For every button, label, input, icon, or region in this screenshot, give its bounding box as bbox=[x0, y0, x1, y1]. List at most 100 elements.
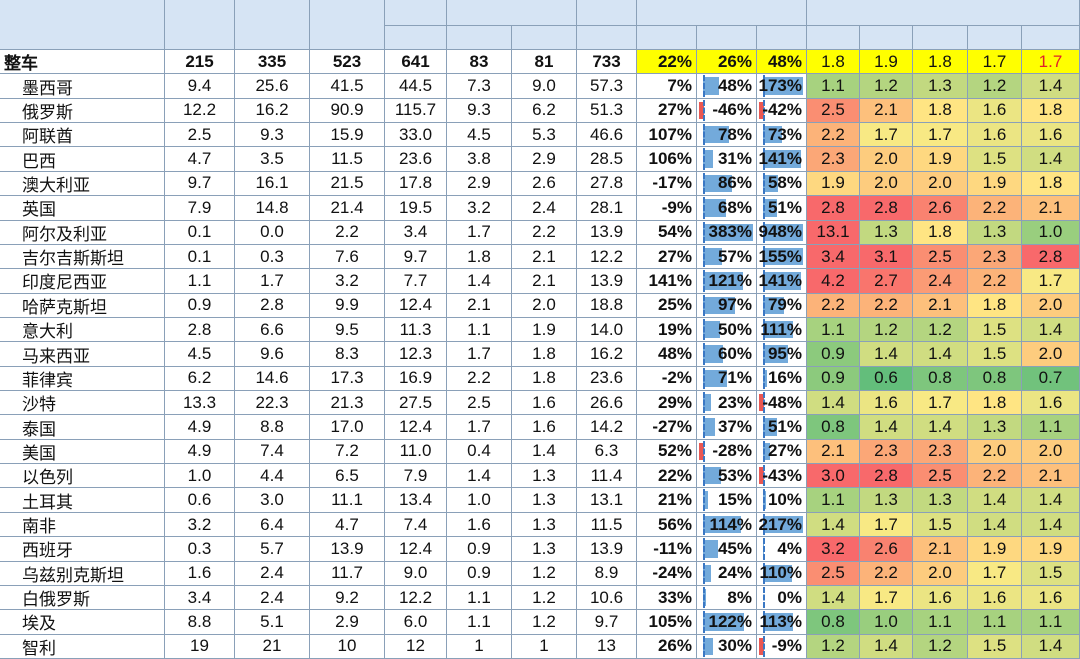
row-4-gnov: 141% bbox=[757, 147, 807, 172]
row-21-g25: 24% bbox=[697, 561, 757, 586]
row-9-y2023: 3.2 bbox=[310, 269, 385, 294]
row-3-gnov-axis bbox=[763, 124, 765, 146]
row-16-g25-axis bbox=[703, 440, 705, 463]
row-18-gnov: 10% bbox=[757, 488, 807, 513]
row-24-t2024: 12 bbox=[385, 634, 447, 659]
row-3-p24: 1.7 bbox=[913, 123, 968, 148]
header-growth-25 bbox=[697, 26, 757, 50]
header-year-2021 bbox=[165, 0, 235, 50]
row-1-gnov: 173% bbox=[757, 74, 807, 99]
row-12-oct: 1.7 bbox=[447, 342, 512, 367]
row-18-g25-axis bbox=[703, 489, 705, 511]
row-14-gnov-bar bbox=[759, 394, 764, 412]
row-4-p22: 2.3 bbox=[807, 147, 860, 172]
row-3-p22: 2.2 bbox=[807, 123, 860, 148]
row-21-y2021: 1.6 bbox=[165, 561, 235, 586]
row-17-t2025: 11.4 bbox=[577, 464, 637, 489]
row-7-g24-value: 54% bbox=[657, 222, 692, 242]
row-9-p22: 4.2 bbox=[807, 269, 860, 294]
row-13-p24: 0.8 bbox=[913, 366, 968, 392]
row-11-p22: 1.1 bbox=[807, 317, 860, 343]
header-year-2023 bbox=[310, 0, 385, 50]
row-16-gnov: 27% bbox=[757, 439, 807, 465]
row-14-g24: 29% bbox=[637, 391, 697, 416]
row-2-nov: 6.2 bbox=[512, 98, 577, 124]
row-23-p25: 1.1 bbox=[968, 610, 1022, 635]
row-16-g25-bar bbox=[699, 442, 704, 461]
row-14-g25-bar bbox=[703, 394, 711, 412]
row-11-name: 意大利 bbox=[0, 317, 165, 343]
row-4-p24: 1.9 bbox=[913, 147, 968, 172]
row-12-p24: 1.4 bbox=[913, 342, 968, 367]
row-20-g25-axis bbox=[703, 538, 705, 560]
row-4-gnov-axis bbox=[763, 148, 765, 170]
row-2-y2023: 90.9 bbox=[310, 98, 385, 124]
row-8-t2024: 9.7 bbox=[385, 244, 447, 270]
row-20-g25-bar bbox=[703, 540, 718, 558]
row-11-gnov-axis bbox=[763, 318, 765, 341]
row-17-g24-value: 22% bbox=[657, 465, 692, 485]
row-11-g24-value: 19% bbox=[657, 319, 692, 339]
row-10-g24-value: 25% bbox=[657, 295, 692, 315]
header-year-2022 bbox=[235, 0, 310, 50]
row-11-g24: 19% bbox=[637, 317, 697, 343]
row-18-gnov-value: 10% bbox=[767, 490, 802, 510]
row-9-gnov-axis bbox=[763, 270, 765, 292]
row-19-gnov: 217% bbox=[757, 512, 807, 538]
row-14-nov: 1.6 bbox=[512, 391, 577, 416]
row-3-g25-bar bbox=[703, 126, 729, 144]
row-2-t2025: 51.3 bbox=[577, 98, 637, 124]
row-19-y2022: 6.4 bbox=[235, 512, 310, 538]
row-13-g24-value: -2% bbox=[661, 368, 692, 388]
row-18-p24: 1.3 bbox=[913, 488, 968, 513]
row-23-gnov: 113% bbox=[757, 610, 807, 635]
row-6-g24-value: -9% bbox=[661, 197, 692, 217]
header-2025-total bbox=[577, 26, 637, 50]
row-16-gnov-value: 27% bbox=[767, 441, 802, 461]
row-6-p22: 2.8 bbox=[807, 196, 860, 221]
row-2-g24-value: 27% bbox=[657, 100, 692, 120]
row-15-gnov-axis bbox=[763, 416, 765, 438]
row-16-nov: 1.4 bbox=[512, 439, 577, 465]
row-15-g25-axis bbox=[703, 416, 705, 438]
row-24-oct: 1 bbox=[447, 634, 512, 659]
row-13-name: 菲律宾 bbox=[0, 366, 165, 392]
row-8-g25-value: 57% bbox=[717, 246, 752, 266]
row-5-g25: 86% bbox=[697, 171, 757, 197]
row-14-pnov: 1.6 bbox=[1022, 391, 1080, 416]
row-1-g24-value: 7% bbox=[667, 76, 692, 96]
row-7-t2025: 13.9 bbox=[577, 220, 637, 245]
row-6-y2022: 14.8 bbox=[235, 196, 310, 221]
row-8-gnov-bar bbox=[763, 247, 803, 266]
row-18-y2021: 0.6 bbox=[165, 488, 235, 513]
row-12-p25: 1.5 bbox=[968, 342, 1022, 367]
row-9-gnov-bar bbox=[763, 272, 801, 290]
row-7-p23: 1.3 bbox=[860, 220, 913, 245]
row-2-g25-bar bbox=[699, 101, 704, 120]
row-3-t2025: 46.6 bbox=[577, 123, 637, 148]
row-18-p23: 1.3 bbox=[860, 488, 913, 513]
row-7-y2022: 0.0 bbox=[235, 220, 310, 245]
row-0-p25: 1.7 bbox=[968, 50, 1022, 75]
row-8-g25-axis bbox=[703, 245, 705, 268]
row-19-nov: 1.3 bbox=[512, 512, 577, 538]
row-13-y2021: 6.2 bbox=[165, 366, 235, 392]
row-1-pnov: 1.4 bbox=[1022, 74, 1080, 99]
header-growth-nov bbox=[757, 26, 807, 50]
row-20-t2025: 13.9 bbox=[577, 537, 637, 562]
row-8-y2023: 7.6 bbox=[310, 244, 385, 270]
row-22-nov: 1.2 bbox=[512, 585, 577, 611]
row-18-oct: 1.0 bbox=[447, 488, 512, 513]
row-6-p25: 2.2 bbox=[968, 196, 1022, 221]
row-20-p23: 2.6 bbox=[860, 537, 913, 562]
row-18-y2022: 3.0 bbox=[235, 488, 310, 513]
row-9-g25-value: 121% bbox=[708, 270, 752, 290]
row-21-g25-bar bbox=[703, 564, 711, 582]
row-14-oct: 2.5 bbox=[447, 391, 512, 416]
row-3-nov: 5.3 bbox=[512, 123, 577, 148]
row-4-p25: 1.5 bbox=[968, 147, 1022, 172]
row-10-gnov-value: 79% bbox=[767, 295, 802, 315]
row-8-g25-bar bbox=[703, 247, 722, 266]
row-4-g24: 106% bbox=[637, 147, 697, 172]
row-11-p24: 1.2 bbox=[913, 317, 968, 343]
